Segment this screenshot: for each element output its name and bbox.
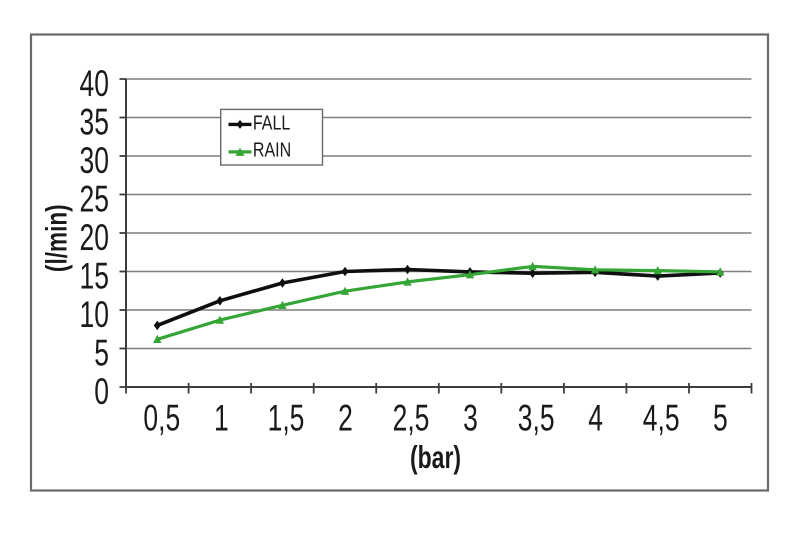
svg-text:3,5: 3,5 xyxy=(518,397,555,438)
svg-text:40: 40 xyxy=(80,63,109,104)
svg-text:3: 3 xyxy=(463,397,478,438)
svg-text:10: 10 xyxy=(80,294,109,335)
svg-text:20: 20 xyxy=(80,217,109,258)
svg-text:(bar): (bar) xyxy=(410,439,461,474)
svg-text:25: 25 xyxy=(80,178,109,219)
svg-text:0,5: 0,5 xyxy=(143,397,180,438)
svg-text:35: 35 xyxy=(80,101,109,142)
svg-text:(l/min): (l/min) xyxy=(40,204,74,272)
svg-text:4: 4 xyxy=(588,397,603,438)
svg-text:15: 15 xyxy=(80,255,109,296)
svg-text:5: 5 xyxy=(713,397,728,438)
svg-text:5: 5 xyxy=(94,332,109,373)
svg-text:2: 2 xyxy=(338,397,353,438)
svg-text:0: 0 xyxy=(94,371,109,412)
svg-text:30: 30 xyxy=(80,140,109,181)
svg-text:FALL: FALL xyxy=(253,112,290,134)
svg-text:4,5: 4,5 xyxy=(643,397,680,438)
svg-text:1,5: 1,5 xyxy=(268,397,305,438)
svg-text:1: 1 xyxy=(214,397,229,438)
svg-text:2,5: 2,5 xyxy=(393,397,430,438)
svg-text:RAIN: RAIN xyxy=(253,139,291,161)
